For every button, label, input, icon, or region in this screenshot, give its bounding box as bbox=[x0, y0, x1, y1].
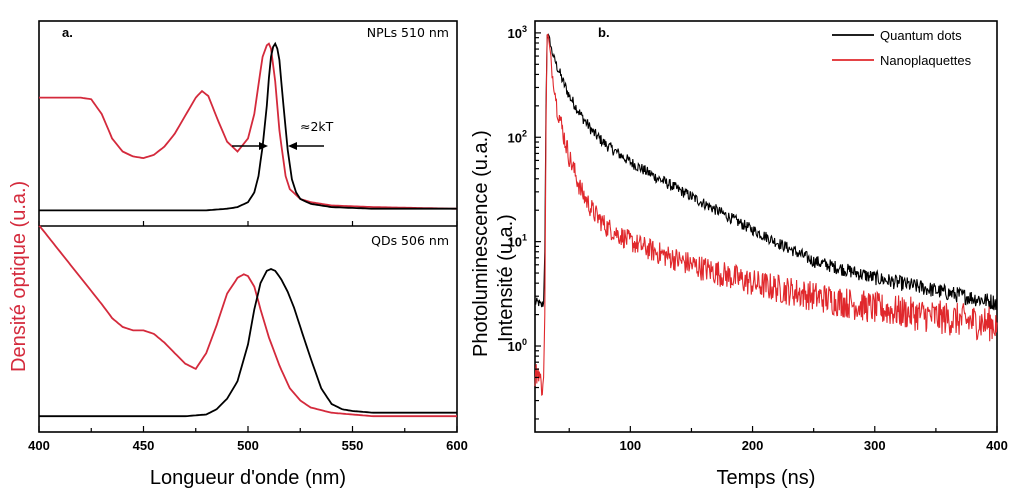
panel-b-frame bbox=[534, 20, 998, 433]
panel-b-x-tick-label: 300 bbox=[864, 438, 886, 453]
panel-b-x-tick-label: 100 bbox=[619, 438, 641, 453]
fwhm-arrows bbox=[232, 142, 324, 150]
legend-label-quantum-dots: Quantum dots bbox=[880, 28, 962, 43]
panel-a-x-tick-label: 600 bbox=[446, 438, 468, 453]
panel-a-x-ticks: 400 450 500 550 600 bbox=[28, 221, 468, 453]
panel-b-x-tick-label: 200 bbox=[742, 438, 764, 453]
panel-a-x-axis-label: Longueur d'onde (nm) bbox=[150, 467, 346, 489]
nanoplaquettes-decay-curve bbox=[534, 33, 998, 396]
npl-subpanel-label: NPLs 510 nm bbox=[367, 25, 449, 40]
panel-b-series bbox=[534, 33, 998, 396]
panel-b-y-tick-label: 103 bbox=[508, 24, 527, 41]
panel-a-y-axis-label-red: Densité optique (u.a.) bbox=[8, 181, 30, 372]
panel-b-y-axis-label: Intensité (u.a.) bbox=[495, 214, 517, 342]
panel-a-label: a. bbox=[62, 25, 73, 40]
qd-emission-curve bbox=[39, 268, 457, 418]
legend: Quantum dots Nanoplaquettes bbox=[832, 28, 972, 68]
panel-b-label: b. bbox=[598, 25, 610, 40]
panel-a-series bbox=[38, 41, 457, 418]
legend-label-nanoplaquettes: Nanoplaquettes bbox=[880, 53, 972, 68]
quantum-dots-decay-curve bbox=[534, 33, 998, 311]
qd-absorbance-curve bbox=[38, 224, 457, 418]
npl-absorbance-curve bbox=[39, 42, 457, 210]
panel-b-x-tick-label: 400 bbox=[986, 438, 1008, 453]
panel-a-x-tick-label: 400 bbox=[28, 438, 50, 453]
panel-a: 400 450 500 550 600 a. NPLs 510 nm QDs 506 n… bbox=[8, 20, 468, 489]
qd-subpanel-label: QDs 506 nm bbox=[371, 233, 449, 248]
npl-emission-curve bbox=[39, 41, 457, 212]
fwhm-arrowhead-left bbox=[259, 142, 268, 150]
panel-a-x-tick-label: 450 bbox=[133, 438, 155, 453]
panel-b-y-tick-label: 102 bbox=[508, 128, 527, 145]
panel-b-x-axis-label: Temps (ns) bbox=[717, 467, 816, 489]
panel-a-y-axis-label-black: Photoluminescence (u.a.) bbox=[470, 130, 492, 357]
panel-a-x-tick-label: 500 bbox=[237, 438, 259, 453]
fwhm-annotation: ≈2kT bbox=[300, 119, 334, 134]
panel-a-x-tick-label: 550 bbox=[342, 438, 364, 453]
fwhm-arrowhead-right bbox=[288, 142, 297, 150]
